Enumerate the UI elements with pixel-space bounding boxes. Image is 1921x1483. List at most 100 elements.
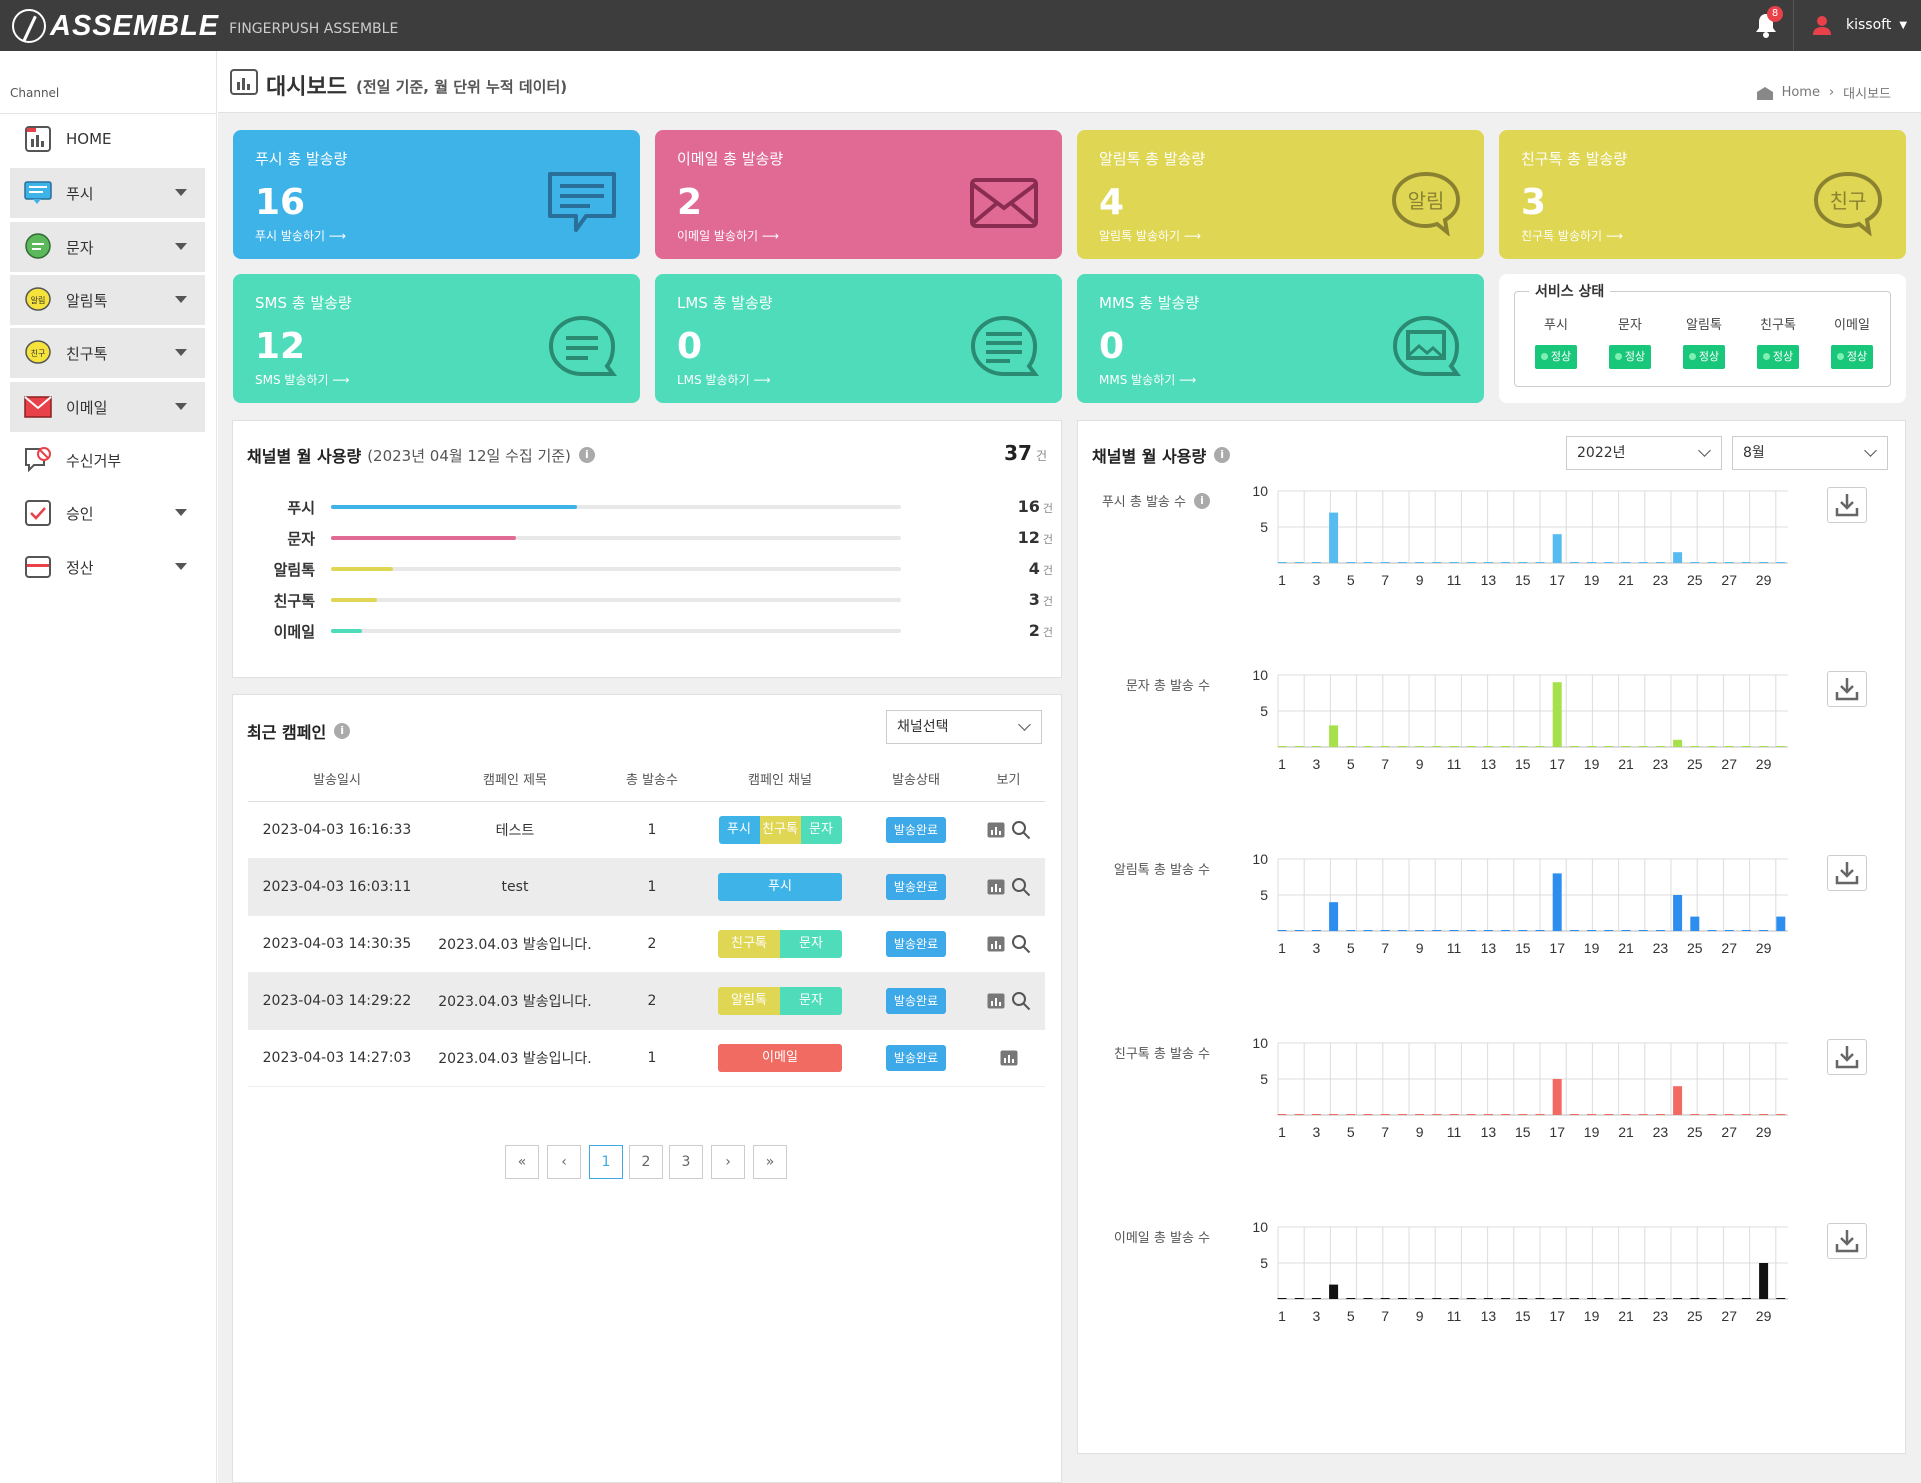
search-icon[interactable] [1011, 934, 1031, 954]
download-button[interactable] [1827, 487, 1867, 523]
chart-bar[interactable] [1621, 562, 1631, 563]
chart-bar[interactable] [1466, 746, 1476, 747]
chart-bar[interactable] [1483, 746, 1493, 747]
chart-bar[interactable] [1277, 1298, 1287, 1299]
chart-bar[interactable] [1346, 746, 1356, 747]
chart-bar[interactable] [1449, 1298, 1459, 1299]
chart-bar[interactable] [1380, 1298, 1390, 1299]
chart-bar[interactable] [1690, 746, 1700, 747]
chart-bar[interactable] [1638, 1298, 1648, 1299]
info-icon[interactable]: i [1194, 492, 1210, 509]
chart-bar[interactable] [1587, 1298, 1597, 1299]
chart-bar[interactable] [1397, 746, 1407, 747]
channel-select[interactable]: 채널선택 [886, 710, 1042, 744]
app-logo[interactable]: ASSEMBLE FINGERPUSH ASSEMBLE [12, 9, 398, 43]
chart-bar[interactable] [1552, 534, 1562, 563]
chart-bar[interactable] [1380, 562, 1390, 563]
chart-bar[interactable] [1397, 1298, 1407, 1299]
user-menu[interactable]: kissoft ▼ [1812, 15, 1907, 35]
chart-bar[interactable] [1535, 746, 1545, 747]
table-row[interactable]: 2023-04-03 14:30:35 2023.04.03 발송입니다. 2 친구톡… [248, 915, 1045, 973]
card-link[interactable]: 친구톡 발송하기 ⟶ [1521, 229, 1624, 243]
chart-bar[interactable] [1759, 930, 1769, 931]
chart-bar[interactable] [1535, 1114, 1545, 1115]
sidebar-item-friendtalk[interactable]: 친구 친구톡 [10, 328, 205, 378]
chart-bar[interactable] [1518, 1114, 1528, 1115]
chart-bar[interactable] [1294, 1298, 1304, 1299]
chart-bar[interactable] [1741, 746, 1751, 747]
chart-bar[interactable] [1432, 1298, 1442, 1299]
card-link[interactable]: 알림톡 발송하기 ⟶ [1099, 229, 1202, 243]
chart-bar[interactable] [1518, 1298, 1528, 1299]
chart-bar[interactable] [1432, 930, 1442, 931]
chart-bar[interactable] [1690, 916, 1700, 931]
chart-bar[interactable] [1294, 562, 1304, 563]
chart-bar[interactable] [1741, 562, 1751, 563]
chart-bar[interactable] [1380, 746, 1390, 747]
chart-bar[interactable] [1501, 930, 1511, 931]
chart-bar[interactable] [1621, 1298, 1631, 1299]
download-button[interactable] [1827, 1223, 1867, 1259]
next-page-button[interactable]: › [711, 1145, 745, 1179]
chart-bar[interactable] [1501, 562, 1511, 563]
card-link[interactable]: 이메일 발송하기 ⟶ [677, 229, 780, 243]
chart-bar[interactable] [1518, 562, 1528, 563]
chart-bar[interactable] [1621, 930, 1631, 931]
year-select[interactable]: 2022년 [1566, 436, 1722, 470]
card-link[interactable]: 푸시 발송하기 ⟶ [255, 229, 347, 243]
card-link[interactable]: MMS 발송하기 ⟶ [1099, 373, 1197, 387]
mms-total-card[interactable]: MMS 총 발송량 0 MMS 발송하기 ⟶ [1077, 274, 1484, 403]
chart-bar[interactable] [1277, 1114, 1287, 1115]
chart-bar[interactable] [1569, 562, 1579, 563]
chart-bar[interactable] [1311, 746, 1321, 747]
stats-icon[interactable] [987, 822, 1005, 838]
stats-icon[interactable] [1000, 1050, 1018, 1066]
chart-bar[interactable] [1655, 930, 1665, 931]
search-icon[interactable] [1011, 991, 1031, 1011]
stats-icon[interactable] [987, 936, 1005, 952]
chart-bar[interactable] [1380, 1114, 1390, 1115]
chart-bar[interactable] [1759, 562, 1769, 563]
chart-bar[interactable] [1466, 562, 1476, 563]
chart-bar[interactable] [1415, 1298, 1425, 1299]
chart-bar[interactable] [1311, 562, 1321, 563]
chart-bar[interactable] [1759, 1263, 1769, 1299]
chart-bar[interactable] [1449, 930, 1459, 931]
chart-bar[interactable] [1535, 562, 1545, 563]
chart-bar[interactable] [1466, 1298, 1476, 1299]
info-icon[interactable]: i [578, 447, 595, 463]
chart-bar[interactable] [1604, 1114, 1614, 1115]
chart-bar[interactable] [1346, 562, 1356, 563]
chart-bar[interactable] [1724, 746, 1734, 747]
chart-bar[interactable] [1380, 930, 1390, 931]
info-icon[interactable]: i [334, 723, 351, 739]
chart-bar[interactable] [1501, 1114, 1511, 1115]
page-button[interactable]: 2 [629, 1145, 663, 1179]
chart-bar[interactable] [1690, 562, 1700, 563]
chart-bar[interactable] [1294, 930, 1304, 931]
chart-bar[interactable] [1501, 746, 1511, 747]
chart-bar[interactable] [1724, 1114, 1734, 1115]
chart-bar[interactable] [1329, 725, 1339, 747]
push-total-card[interactable]: 푸시 총 발송량 16 푸시 발송하기 ⟶ [233, 130, 640, 259]
friendtalk-total-card[interactable]: 친구톡 총 발송량 3 친구톡 발송하기 ⟶ 친구 [1499, 130, 1906, 259]
chart-bar[interactable] [1346, 1298, 1356, 1299]
chart-bar[interactable] [1535, 930, 1545, 931]
chart-bar[interactable] [1569, 1114, 1579, 1115]
chart-bar[interactable] [1638, 1114, 1648, 1115]
chart-bar[interactable] [1587, 746, 1597, 747]
chart-bar[interactable] [1535, 1298, 1545, 1299]
chart-bar[interactable] [1432, 746, 1442, 747]
chart-bar[interactable] [1311, 1298, 1321, 1299]
chart-bar[interactable] [1518, 930, 1528, 931]
chart-bar[interactable] [1673, 739, 1683, 747]
chart-bar[interactable] [1604, 746, 1614, 747]
chart-bar[interactable] [1346, 930, 1356, 931]
chart-bar[interactable] [1776, 916, 1786, 931]
chart-bar[interactable] [1690, 1114, 1700, 1115]
chart-bar[interactable] [1449, 562, 1459, 563]
chart-bar[interactable] [1655, 562, 1665, 563]
chart-bar[interactable] [1311, 930, 1321, 931]
chart-bar[interactable] [1294, 746, 1304, 747]
chart-bar[interactable] [1449, 1114, 1459, 1115]
